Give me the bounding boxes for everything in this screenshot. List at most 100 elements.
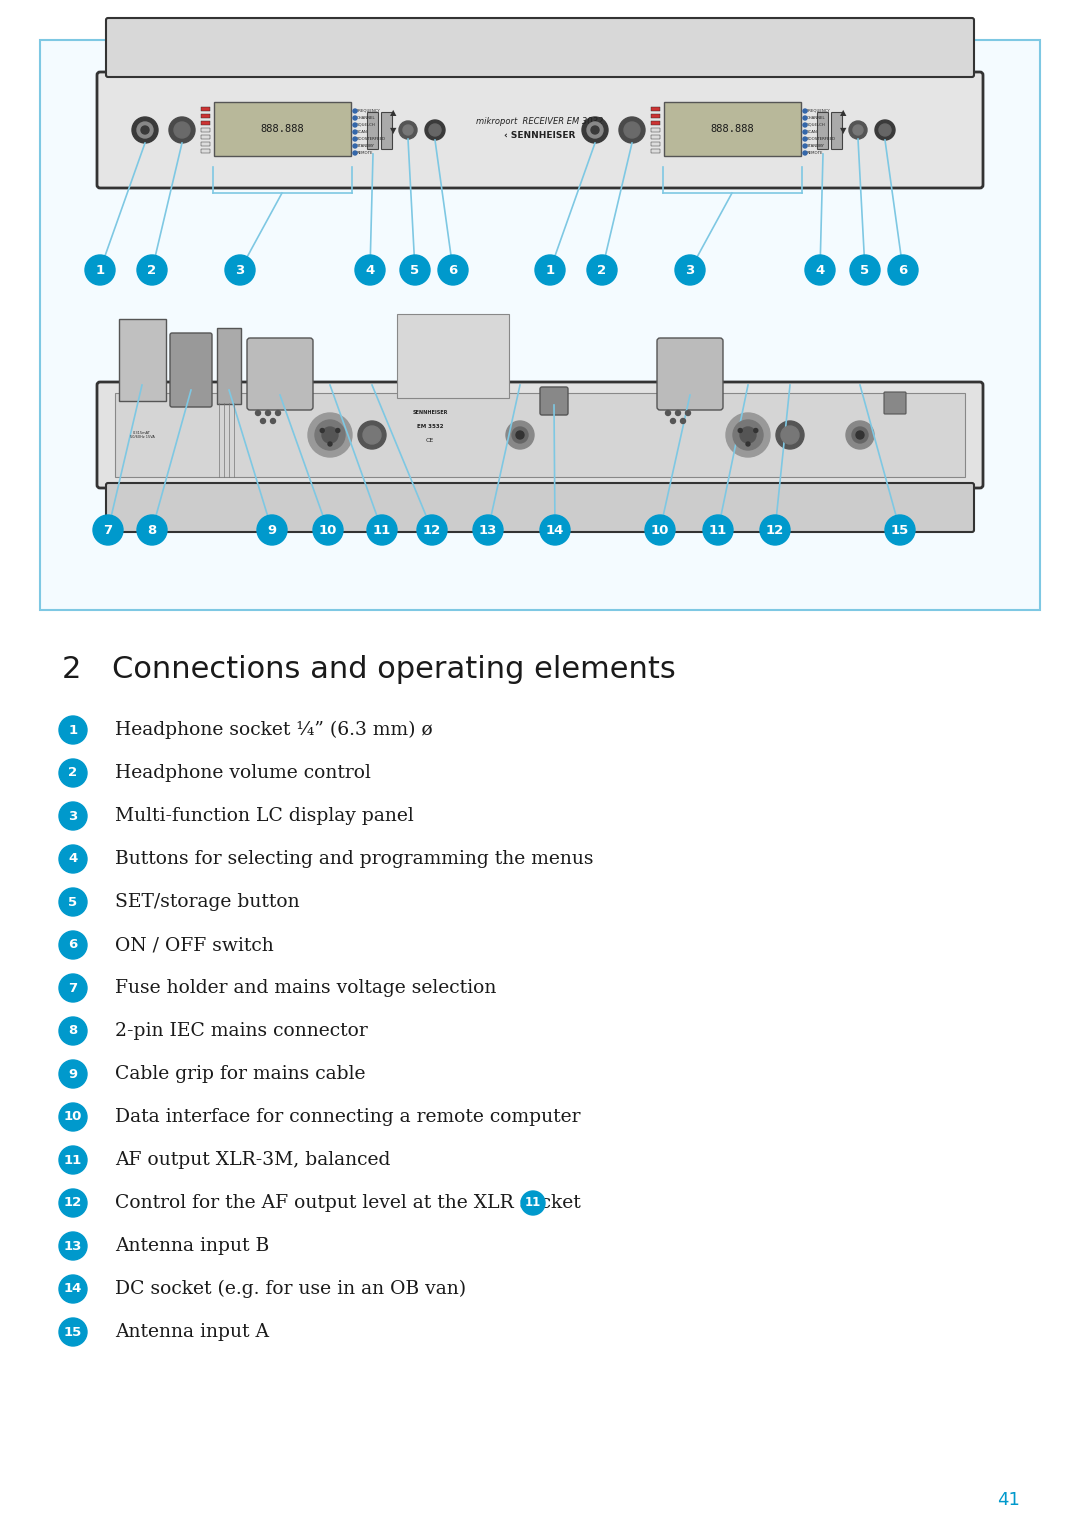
Circle shape bbox=[59, 1060, 87, 1088]
FancyBboxPatch shape bbox=[97, 381, 983, 489]
Circle shape bbox=[353, 116, 357, 119]
Circle shape bbox=[588, 123, 603, 138]
Circle shape bbox=[336, 429, 340, 432]
Circle shape bbox=[266, 411, 270, 415]
Circle shape bbox=[540, 515, 570, 545]
Text: 15: 15 bbox=[64, 1325, 82, 1339]
Text: ▼: ▼ bbox=[840, 127, 847, 135]
Circle shape bbox=[59, 889, 87, 916]
Text: 2: 2 bbox=[148, 264, 157, 276]
Circle shape bbox=[59, 846, 87, 873]
Text: 2: 2 bbox=[62, 656, 81, 685]
Circle shape bbox=[400, 254, 430, 285]
Circle shape bbox=[804, 136, 807, 141]
Circle shape bbox=[856, 430, 864, 440]
Text: AF output XLR-3M, balanced: AF output XLR-3M, balanced bbox=[114, 1151, 390, 1169]
Circle shape bbox=[320, 429, 324, 432]
Text: 3: 3 bbox=[686, 264, 694, 276]
Text: Fuse holder and mains voltage selection: Fuse holder and mains voltage selection bbox=[114, 979, 497, 997]
Text: SCAN: SCAN bbox=[807, 130, 818, 133]
Text: 5: 5 bbox=[861, 264, 869, 276]
Circle shape bbox=[804, 109, 807, 113]
Circle shape bbox=[59, 1232, 87, 1259]
Text: ▼: ▼ bbox=[390, 127, 396, 135]
FancyBboxPatch shape bbox=[651, 121, 660, 126]
FancyBboxPatch shape bbox=[119, 319, 166, 401]
Circle shape bbox=[59, 1146, 87, 1174]
Circle shape bbox=[353, 123, 357, 127]
Text: 10: 10 bbox=[651, 524, 670, 536]
Text: 10: 10 bbox=[64, 1111, 82, 1123]
Text: 11: 11 bbox=[64, 1154, 82, 1166]
Circle shape bbox=[805, 254, 835, 285]
Circle shape bbox=[582, 116, 608, 142]
FancyBboxPatch shape bbox=[114, 394, 966, 476]
Text: FREQUENCY: FREQUENCY bbox=[807, 109, 831, 113]
Circle shape bbox=[137, 254, 167, 285]
Text: 6: 6 bbox=[448, 264, 458, 276]
Text: 10: 10 bbox=[319, 524, 337, 536]
Circle shape bbox=[322, 427, 338, 443]
FancyBboxPatch shape bbox=[201, 142, 210, 146]
Circle shape bbox=[357, 421, 386, 449]
Circle shape bbox=[853, 126, 863, 135]
Text: 1: 1 bbox=[545, 264, 554, 276]
Text: 11: 11 bbox=[373, 524, 391, 536]
Circle shape bbox=[781, 426, 799, 444]
Circle shape bbox=[308, 414, 352, 457]
Circle shape bbox=[260, 418, 266, 423]
Text: SQUELCH: SQUELCH bbox=[357, 123, 376, 127]
FancyBboxPatch shape bbox=[170, 332, 212, 408]
FancyBboxPatch shape bbox=[201, 135, 210, 139]
Circle shape bbox=[59, 1318, 87, 1347]
Circle shape bbox=[315, 420, 345, 450]
Circle shape bbox=[754, 429, 758, 432]
Circle shape bbox=[852, 427, 868, 443]
Text: 6: 6 bbox=[68, 939, 78, 951]
Circle shape bbox=[174, 123, 190, 138]
Circle shape bbox=[399, 121, 417, 139]
Circle shape bbox=[137, 123, 153, 138]
FancyBboxPatch shape bbox=[651, 129, 660, 132]
Text: 3: 3 bbox=[68, 809, 78, 823]
Circle shape bbox=[879, 124, 891, 136]
Circle shape bbox=[739, 429, 742, 432]
Circle shape bbox=[353, 136, 357, 141]
Text: 0.315mAT
50/60Hz 15VA: 0.315mAT 50/60Hz 15VA bbox=[130, 430, 154, 440]
Circle shape bbox=[804, 144, 807, 149]
Circle shape bbox=[588, 254, 617, 285]
FancyBboxPatch shape bbox=[201, 107, 210, 110]
Circle shape bbox=[885, 515, 915, 545]
FancyBboxPatch shape bbox=[664, 103, 801, 156]
Circle shape bbox=[59, 801, 87, 830]
FancyBboxPatch shape bbox=[540, 388, 568, 415]
Text: 11: 11 bbox=[525, 1196, 541, 1209]
Circle shape bbox=[888, 254, 918, 285]
Circle shape bbox=[168, 116, 195, 142]
FancyBboxPatch shape bbox=[40, 40, 1040, 610]
Circle shape bbox=[671, 418, 675, 423]
Circle shape bbox=[367, 515, 397, 545]
Circle shape bbox=[645, 515, 675, 545]
Text: BOOSTERFEED: BOOSTERFEED bbox=[807, 136, 836, 141]
Circle shape bbox=[619, 116, 645, 142]
Text: Data interface for connecting a remote computer: Data interface for connecting a remote c… bbox=[114, 1108, 581, 1126]
Text: Control for the AF output level at the XLR socket: Control for the AF output level at the X… bbox=[114, 1193, 586, 1212]
FancyBboxPatch shape bbox=[201, 113, 210, 118]
FancyBboxPatch shape bbox=[651, 149, 660, 153]
Text: Headphone socket ¹⁄₄” (6.3 mm) ø: Headphone socket ¹⁄₄” (6.3 mm) ø bbox=[114, 722, 433, 738]
Text: 13: 13 bbox=[478, 524, 497, 536]
Circle shape bbox=[417, 515, 447, 545]
Circle shape bbox=[59, 1103, 87, 1131]
FancyBboxPatch shape bbox=[247, 339, 313, 411]
Circle shape bbox=[85, 254, 114, 285]
Circle shape bbox=[257, 515, 287, 545]
Text: 4: 4 bbox=[68, 852, 78, 866]
Circle shape bbox=[521, 1190, 545, 1215]
Text: 11: 11 bbox=[708, 524, 727, 536]
Circle shape bbox=[686, 411, 690, 415]
Text: 8: 8 bbox=[68, 1025, 78, 1037]
Text: 12: 12 bbox=[766, 524, 784, 536]
Circle shape bbox=[473, 515, 503, 545]
Text: 8: 8 bbox=[147, 524, 157, 536]
